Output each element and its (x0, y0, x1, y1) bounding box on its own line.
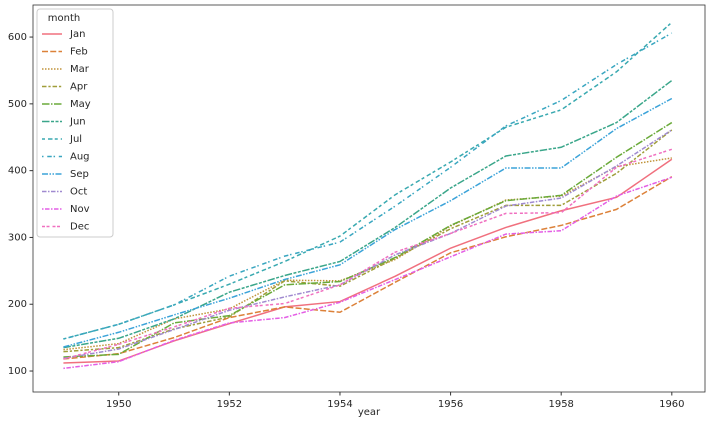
x-tick-label: 1952 (217, 399, 242, 410)
legend-box (36, 8, 114, 238)
legend-label: Oct (70, 187, 87, 198)
line-series (63, 79, 673, 349)
y-tick-label: 400 (8, 166, 27, 177)
line-series (63, 176, 673, 370)
y-tick-label: 100 (8, 366, 27, 377)
legend: month Jan Feb Mar Apr May Jun Jul Aug Sep Oct Nov D… (36, 8, 114, 238)
y-tick-label: 300 (8, 232, 27, 243)
plot-frame (32, 4, 706, 393)
legend-label: Jan (69, 29, 85, 40)
legend-title: month (48, 13, 80, 24)
legend-label: Jun (69, 117, 86, 128)
line-series (63, 97, 673, 348)
line-series (63, 129, 673, 353)
line-series (63, 176, 673, 360)
legend-label: Mar (70, 64, 90, 75)
x-tick-label: 1958 (548, 399, 573, 410)
legend-label: Nov (70, 204, 90, 215)
line-series (63, 129, 673, 360)
line-series (63, 21, 673, 340)
line-series (63, 157, 672, 351)
x-axis-label: year (358, 407, 381, 418)
line-series (63, 121, 673, 358)
y-tick-label: 200 (8, 299, 27, 310)
x-tick-label: 1956 (438, 399, 463, 410)
legend-label: Feb (70, 47, 88, 58)
legend-label: May (70, 99, 91, 110)
line-series (63, 148, 673, 360)
y-tick-label: 500 (8, 99, 27, 110)
legend-label: Jul (69, 134, 82, 145)
legend-label: Sep (70, 169, 89, 180)
legend-label: Dec (70, 222, 89, 233)
x-tick-label: 1960 (659, 399, 684, 410)
y-tick-label: 600 (8, 32, 27, 43)
x-tick-label: 1954 (327, 399, 352, 410)
x-tick-label: 1950 (106, 399, 131, 410)
legend-label: Aug (70, 152, 90, 163)
legend-label: Apr (70, 82, 88, 93)
